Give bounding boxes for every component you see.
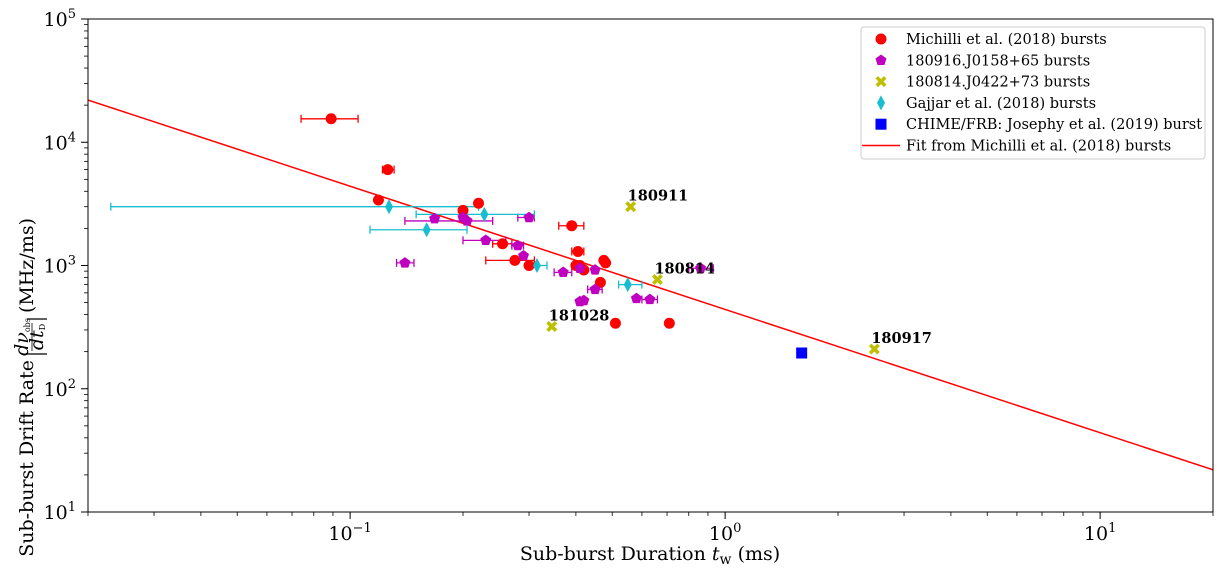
legend-label: Fit from Michilli et al. (2018) bursts: [906, 139, 1171, 155]
data-point-180916-j0158-65-bursts: [523, 211, 535, 223]
data-point-180916-j0158-65-bursts: [578, 294, 590, 306]
data-point-180916-j0158-65-bursts: [644, 293, 656, 305]
y-axis-title-numerator: dνobs: [11, 318, 33, 356]
data-point-180916-j0158-65-bursts: [429, 212, 441, 224]
data-point-michilli-et-al-2018-bursts: [382, 164, 394, 176]
error-bar: [369, 225, 468, 234]
legend-marker: [875, 54, 887, 65]
x-tick-label: 101: [1084, 521, 1116, 545]
legend-marker: [875, 76, 887, 88]
y-axis-title-prefix: Sub-burst Drift Rate: [16, 360, 38, 557]
data-point-180916-j0158-65-bursts: [574, 262, 586, 273]
y-tick-label: 105: [44, 7, 76, 31]
data-point-michilli-et-al-2018-bursts: [594, 276, 606, 288]
data-point-180814-j0422-73-bursts: [651, 274, 663, 285]
data-point-180814-j0422-73-bursts: [868, 343, 880, 355]
data-point-michilli-et-al-2018-bursts: [566, 220, 578, 232]
x-axis-title: Sub-burst Duration tw (ms): [520, 543, 780, 568]
legend-label: CHIME/FRB: Josephy et al. (2019) burst: [906, 117, 1202, 133]
annotation-label: 180917: [871, 330, 932, 347]
data-point-180814-j0422-73-bursts: [625, 201, 637, 213]
legend-frame: [860, 26, 1206, 160]
legend-label: 180916.J0158+65 bursts: [906, 53, 1090, 69]
data-point-michilli-et-al-2018-bursts: [497, 238, 509, 250]
legend-label: Michilli et al. (2018) bursts: [906, 32, 1107, 48]
annotation-label: 181028: [549, 307, 610, 324]
data-point-180916-j0158-65-bursts: [589, 264, 601, 275]
data-point-180916-j0158-65-bursts: [630, 292, 642, 304]
data-point-michilli-et-al-2018-bursts: [600, 257, 612, 269]
data-point-chime-frb-josephy-et-al-2019-burst: [796, 347, 808, 359]
data-point-180916-j0158-65-bursts: [695, 262, 707, 273]
y-tick-label: 103: [44, 254, 76, 278]
data-point-michilli-et-al-2018-bursts: [457, 204, 469, 216]
data-point-michilli-et-al-2018-bursts: [372, 194, 384, 206]
data-point-michilli-et-al-2018-bursts: [473, 197, 485, 209]
data-point-michilli-et-al-2018-bursts: [609, 317, 621, 329]
data-point-180916-j0158-65-bursts: [518, 249, 530, 261]
data-point-180916-j0158-65-bursts: [512, 239, 524, 251]
data-point-gajjar-et-al-2018-bursts: [532, 258, 541, 273]
x-tick-label: 100: [709, 521, 741, 545]
legend: Michilli et al. (2018) bursts 180916.J015…: [860, 26, 1206, 160]
data-point-180916-j0158-65-bursts: [461, 215, 473, 226]
data-point-180916-j0158-65-bursts: [589, 283, 601, 295]
x-tick-label: 10−1: [328, 521, 371, 545]
legend-marker: [875, 118, 887, 130]
y-tick-label: 101: [44, 500, 76, 524]
y-axis-title-unit: (MHz/ms): [16, 218, 38, 313]
data-point-180916-j0158-65-bursts: [399, 257, 411, 268]
data-point-michilli-et-al-2018-bursts: [325, 113, 337, 125]
data-point-michilli-et-al-2018-bursts: [663, 317, 675, 329]
data-point-gajjar-et-al-2018-bursts: [385, 199, 394, 215]
legend-marker: [877, 95, 885, 111]
data-point-michilli-et-al-2018-bursts: [523, 260, 535, 271]
data-point-gajjar-et-al-2018-bursts: [422, 222, 431, 238]
y-axis-title-denominator: dtD: [26, 324, 48, 350]
data-point-180814-j0422-73-bursts: [546, 321, 558, 332]
annotation-label: 180814: [654, 260, 715, 277]
legend-marker: [875, 33, 887, 45]
data-point-michilli-et-al-2018-bursts: [572, 245, 584, 257]
annotation-label: 180911: [628, 188, 689, 205]
data-point-michilli-et-al-2018-bursts: [509, 254, 521, 266]
y-tick-label: 102: [44, 377, 76, 401]
legend-label: 180814.J0422+73 bursts: [906, 75, 1090, 91]
data-point-180916-j0158-65-bursts: [557, 266, 569, 278]
error-bar: [404, 216, 494, 225]
data-point-180916-j0158-65-bursts: [480, 234, 492, 246]
y-axis-title: Sub-burst Drift Rate dνobs dtD (MHz/ms): [11, 218, 48, 557]
data-point-gajjar-et-al-2018-bursts: [623, 277, 632, 293]
data-point-gajjar-et-al-2018-bursts: [480, 206, 489, 222]
legend-label: Gajjar et al. (2018) bursts: [906, 96, 1096, 112]
y-tick-label: 104: [44, 130, 76, 154]
fit-line: [88, 99, 1213, 471]
